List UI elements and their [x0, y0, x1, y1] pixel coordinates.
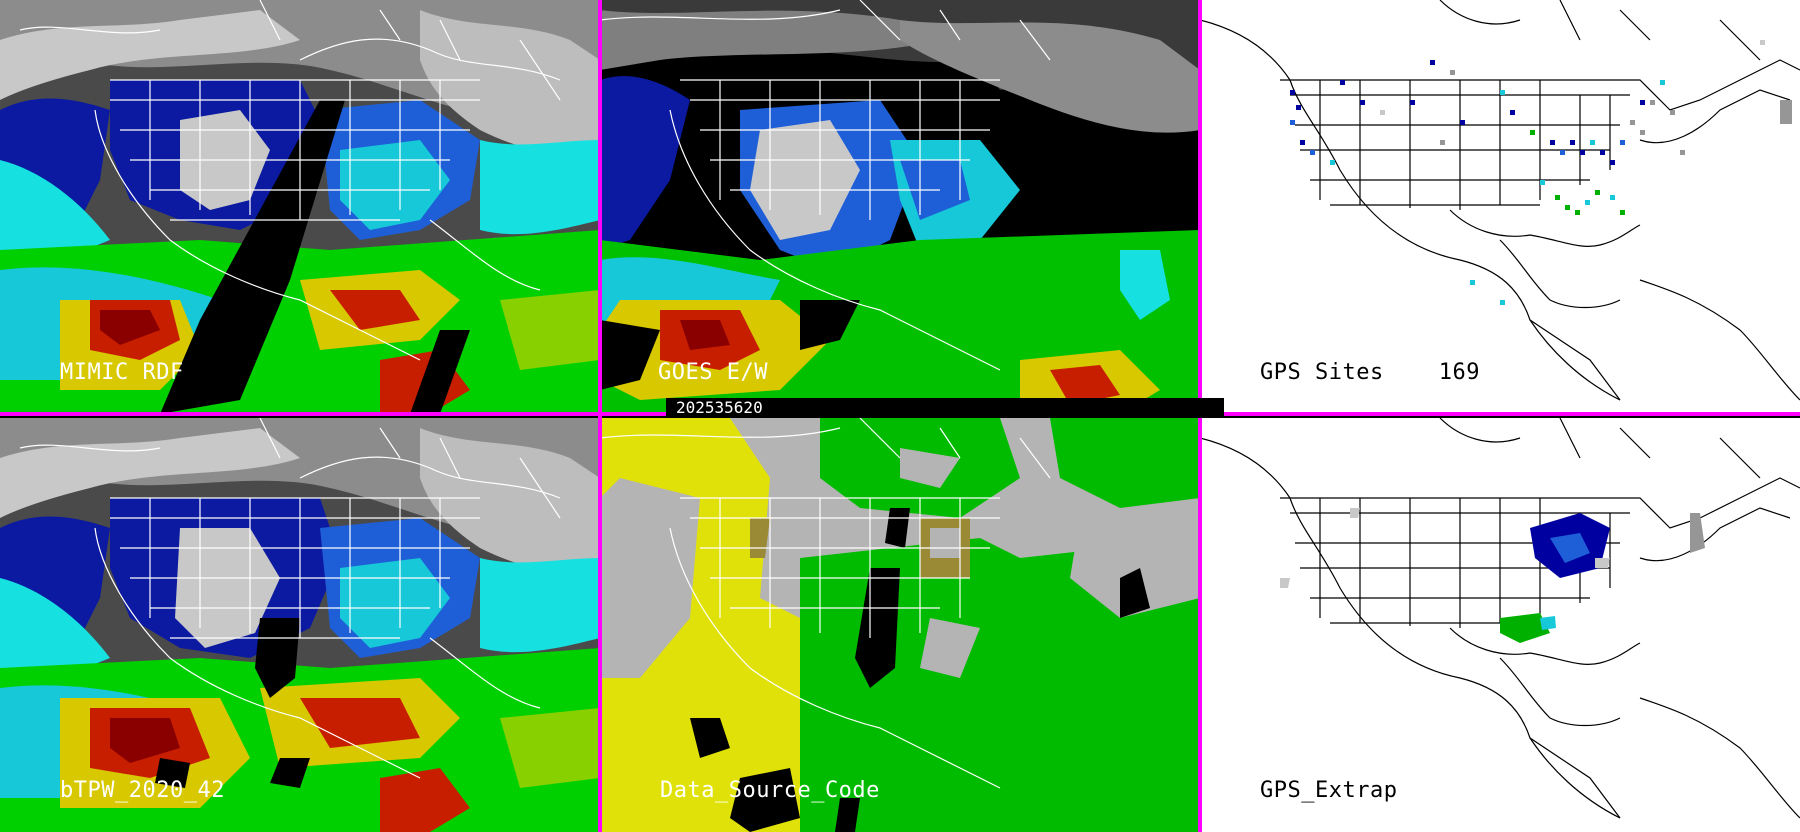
- panel-gps-extrap: GPS_Extrap: [1200, 418, 1800, 832]
- tpw-map-btpw-2020-42: [0, 418, 600, 832]
- panel-label-gps-extrap: GPS_Extrap: [1260, 778, 1398, 803]
- gps-sites-map: [1200, 0, 1800, 414]
- panel-label-goes-e-w: GOES E/W: [658, 360, 768, 385]
- panel-gps-sites: GPS Sites 169: [1200, 0, 1800, 414]
- panel-label-mimic-rdf: MIMIC RDF: [60, 360, 184, 385]
- tpw-map-goes-e-w: [600, 0, 1200, 414]
- panel-goes-e-w: GOES E/W: [600, 0, 1200, 414]
- data-source-map: [600, 418, 1200, 832]
- timestamp-bar: 202535620: [666, 398, 1224, 418]
- gps-sites-title: GPS Sites: [1260, 360, 1384, 385]
- gps-extrap-map: [1200, 418, 1800, 832]
- vertical-divider-1: [598, 0, 602, 832]
- panel-label-data-source-code: Data_Source_Code: [660, 778, 880, 803]
- panel-data-source-code: Data_Source_Code: [600, 418, 1200, 832]
- tpw-map-mimic-rdf: [0, 0, 600, 414]
- panel-btpw-2020-42: bTPW_2020_42: [0, 418, 600, 832]
- panel-mimic-rdf: MIMIC RDF: [0, 0, 600, 414]
- gps-sites-count: 169: [1438, 360, 1480, 385]
- panel-label-btpw-2020-42: bTPW_2020_42: [60, 778, 225, 803]
- panel-label-gps-sites: GPS Sites 169: [1260, 360, 1480, 385]
